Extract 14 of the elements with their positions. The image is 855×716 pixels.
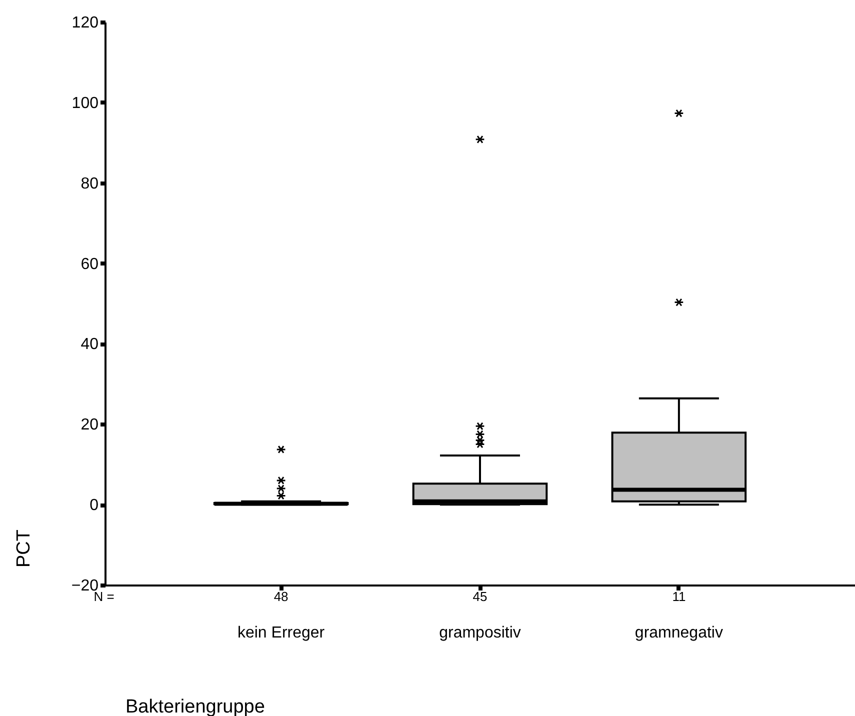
y-tick-label: 60 <box>80 256 99 273</box>
y-tick-label: 0 <box>90 497 99 514</box>
x-tick-label: grampositiv <box>439 624 521 642</box>
text: 48 <box>274 589 288 604</box>
x-tick-label: gramnegativ <box>634 624 723 642</box>
y-tick-label: 100 <box>72 94 99 112</box>
y-tick-label: 20 <box>80 416 99 434</box>
text: 45 <box>472 589 488 604</box>
y-tick-label: 120 <box>72 14 99 32</box>
x-tick-label: kein Erreger <box>237 624 326 642</box>
y-axis-title: PCT <box>14 529 34 568</box>
y-tick-label: 40 <box>80 336 99 354</box>
y-tick-label: 80 <box>80 175 99 192</box>
text: 11 <box>672 589 686 604</box>
